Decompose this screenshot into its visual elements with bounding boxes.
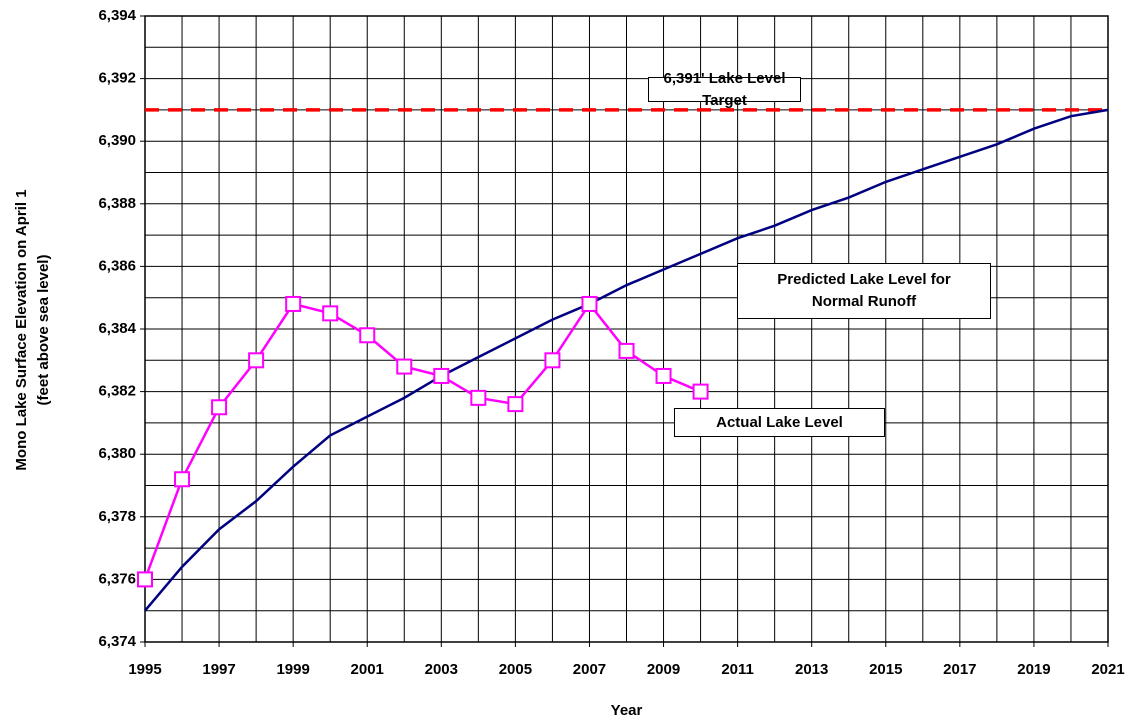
y-axis-label: (feet above sea level)	[35, 255, 52, 406]
y-tick-label: 6,388	[98, 195, 136, 212]
y-tick-label: 6,382	[98, 383, 136, 400]
y-tick-label: 6,384	[98, 320, 136, 337]
marker	[248, 352, 265, 369]
y-axis-label: Mono Lake Surface Elevation on April 1	[13, 189, 30, 470]
y-tick-label: 6,390	[98, 132, 136, 149]
x-tick-label: 2013	[795, 661, 828, 678]
x-tick-label: 2017	[943, 661, 976, 678]
y-tick-label: 6,376	[98, 570, 136, 587]
marker	[544, 352, 561, 369]
reference-label: 6,391' Lake Level Target	[648, 70, 801, 109]
marker	[322, 305, 339, 322]
x-tick-label: 2007	[573, 661, 606, 678]
marker	[396, 358, 413, 375]
series-label: Actual Lake Level	[674, 408, 885, 437]
marker	[285, 295, 302, 312]
x-tick-label: 2021	[1091, 661, 1124, 678]
x-tick-label: 2015	[869, 661, 902, 678]
x-tick-label: 1999	[276, 661, 309, 678]
series-line	[143, 301, 702, 580]
y-tick-label: 6,378	[98, 508, 136, 525]
series-line	[144, 108, 1109, 612]
plot-frame	[144, 15, 1109, 643]
marker	[359, 327, 376, 344]
y-tick-label: 6,394	[98, 7, 136, 24]
y-tick-label: 6,374	[98, 633, 136, 650]
y-tick-label: 6,380	[98, 445, 136, 462]
y-tick-label: 6,392	[98, 70, 136, 87]
x-tick-label: 1995	[128, 661, 161, 678]
marker	[211, 399, 228, 416]
marker	[470, 389, 487, 406]
x-tick-label: 2005	[499, 661, 532, 678]
marker	[618, 342, 635, 359]
x-tick-label: 2003	[425, 661, 458, 678]
x-tick-label: 2009	[647, 661, 680, 678]
x-tick-label: 2011	[721, 661, 754, 678]
x-tick-label: 2019	[1017, 661, 1050, 678]
x-tick-label: 1997	[202, 661, 235, 678]
marker	[137, 571, 153, 588]
marker	[174, 471, 191, 488]
marker	[581, 295, 598, 312]
marker	[655, 367, 672, 384]
marker	[692, 383, 709, 400]
x-tick-label: 2001	[351, 661, 384, 678]
x-axis-label: Year	[611, 702, 643, 719]
series-label: Predicted Lake Level for Normal Runoff	[737, 263, 991, 319]
marker	[507, 396, 524, 413]
y-tick-label: 6,386	[98, 257, 136, 274]
marker	[433, 367, 450, 384]
